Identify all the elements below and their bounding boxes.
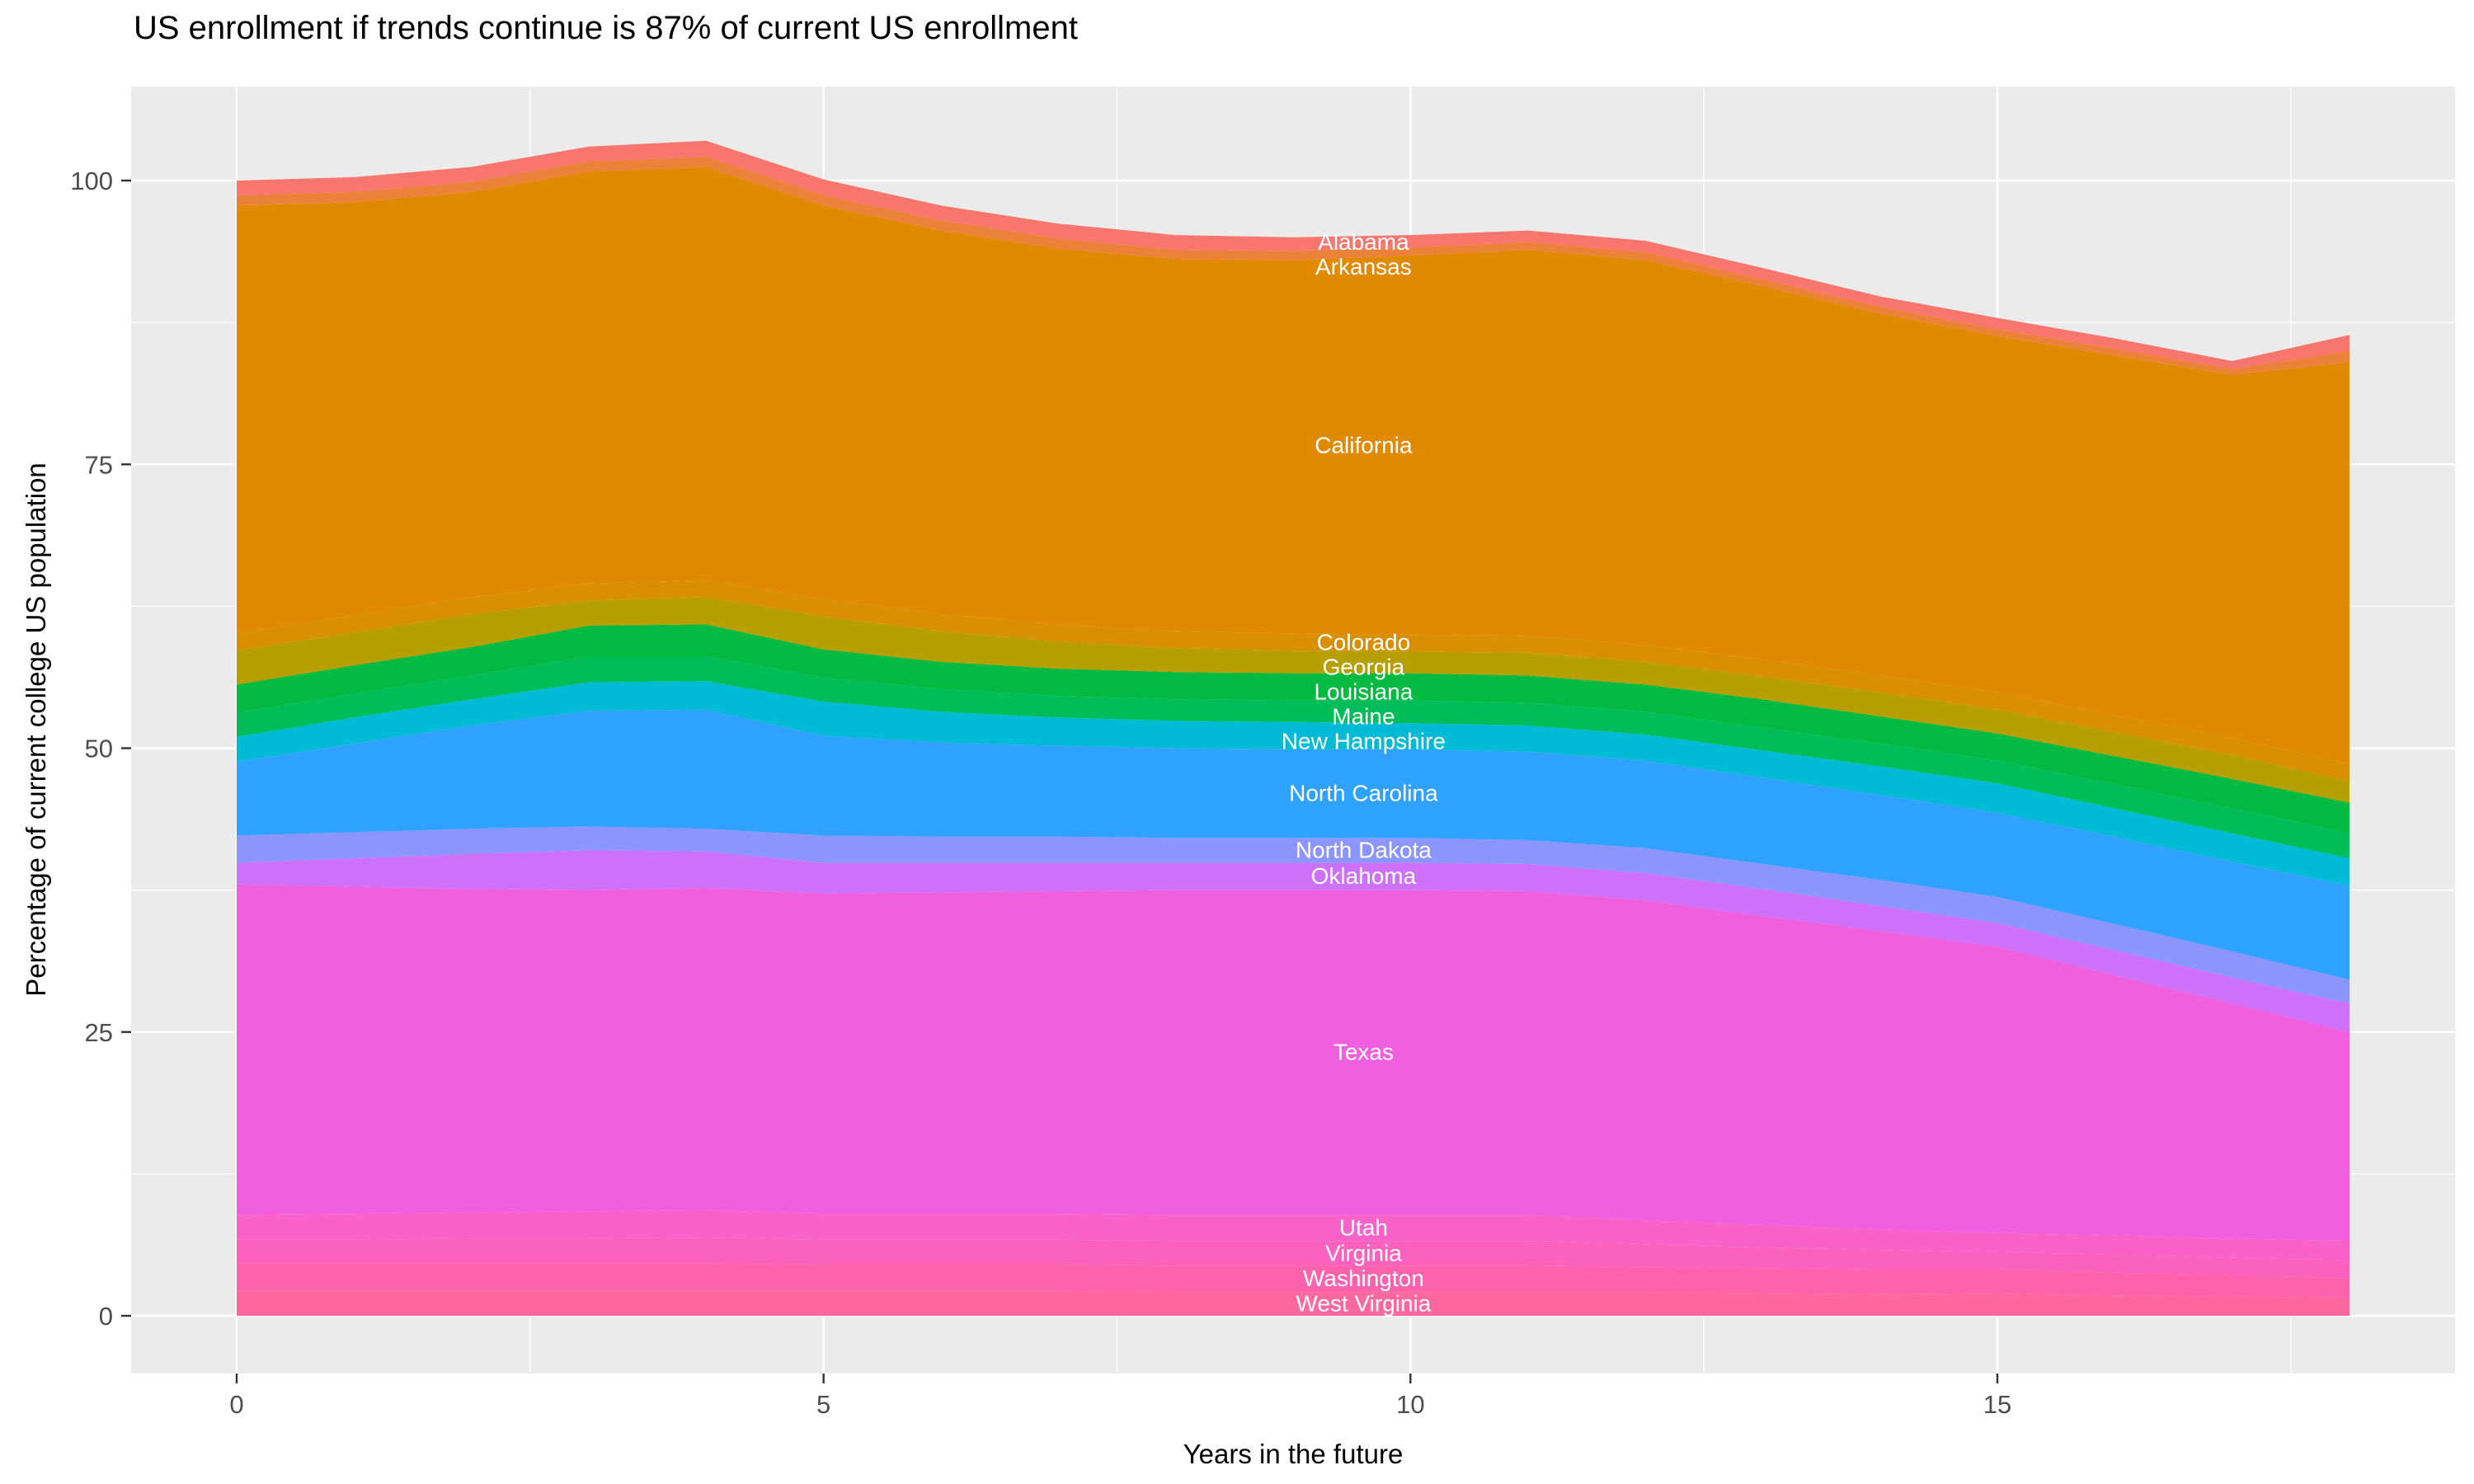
area-north-dakota bbox=[237, 826, 2349, 1004]
x-axis-title: Years in the future bbox=[1183, 1439, 1404, 1469]
area-west-virginia bbox=[237, 1290, 2349, 1316]
chart-title: US enrollment if trends continue is 87% … bbox=[134, 10, 1078, 46]
y-tick-label: 75 bbox=[85, 450, 113, 479]
area-oklahoma bbox=[237, 850, 2349, 1032]
area-arkansas bbox=[237, 157, 2349, 375]
area-label-utah: Utah bbox=[1339, 1214, 1388, 1240]
area-north-carolina bbox=[237, 709, 2349, 980]
y-tick-label: 100 bbox=[70, 167, 113, 195]
area-label-texas: Texas bbox=[1333, 1040, 1394, 1065]
area-utah bbox=[237, 1209, 2349, 1261]
area-label-louisiana: Louisiana bbox=[1314, 679, 1413, 705]
area-maine bbox=[237, 656, 2349, 859]
area-label-new-hampshire: New Hampshire bbox=[1282, 729, 1446, 754]
area-virginia bbox=[237, 1237, 2349, 1279]
area-label-north-carolina: North Carolina bbox=[1289, 781, 1438, 806]
area-label-alabama: Alabama bbox=[1318, 229, 1409, 255]
x-tick-label: 0 bbox=[229, 1390, 243, 1419]
area-louisiana bbox=[237, 624, 2349, 834]
y-tick-label: 25 bbox=[85, 1018, 113, 1047]
area-label-colorado: Colorado bbox=[1317, 630, 1411, 655]
area-label-washington: Washington bbox=[1303, 1266, 1424, 1291]
x-tick-label: 15 bbox=[1983, 1390, 2011, 1419]
area-california bbox=[237, 167, 2349, 764]
area-label-georgia: Georgia bbox=[1323, 655, 1405, 680]
y-tick-label: 50 bbox=[85, 735, 113, 763]
x-tick-label: 10 bbox=[1396, 1390, 1424, 1419]
area-label-oklahoma: Oklahoma bbox=[1311, 863, 1417, 889]
area-texas bbox=[237, 884, 2349, 1242]
area-label-maine: Maine bbox=[1332, 704, 1395, 730]
y-tick-label: 0 bbox=[99, 1302, 113, 1331]
area-label-virginia: Virginia bbox=[1325, 1240, 1402, 1266]
area-label-north-dakota: North Dakota bbox=[1296, 837, 1432, 862]
area-label-california: California bbox=[1315, 433, 1413, 458]
y-axis-title: Percentage of current college US populat… bbox=[21, 463, 51, 997]
area-georgia bbox=[237, 597, 2349, 803]
area-alabama bbox=[237, 140, 2349, 369]
area-label-west-virginia: West Virginia bbox=[1296, 1291, 1431, 1317]
area-label-arkansas: Arkansas bbox=[1315, 254, 1412, 279]
area-new-hampshire bbox=[237, 681, 2349, 886]
x-tick-label: 5 bbox=[816, 1390, 830, 1419]
area-washington bbox=[237, 1263, 2349, 1298]
